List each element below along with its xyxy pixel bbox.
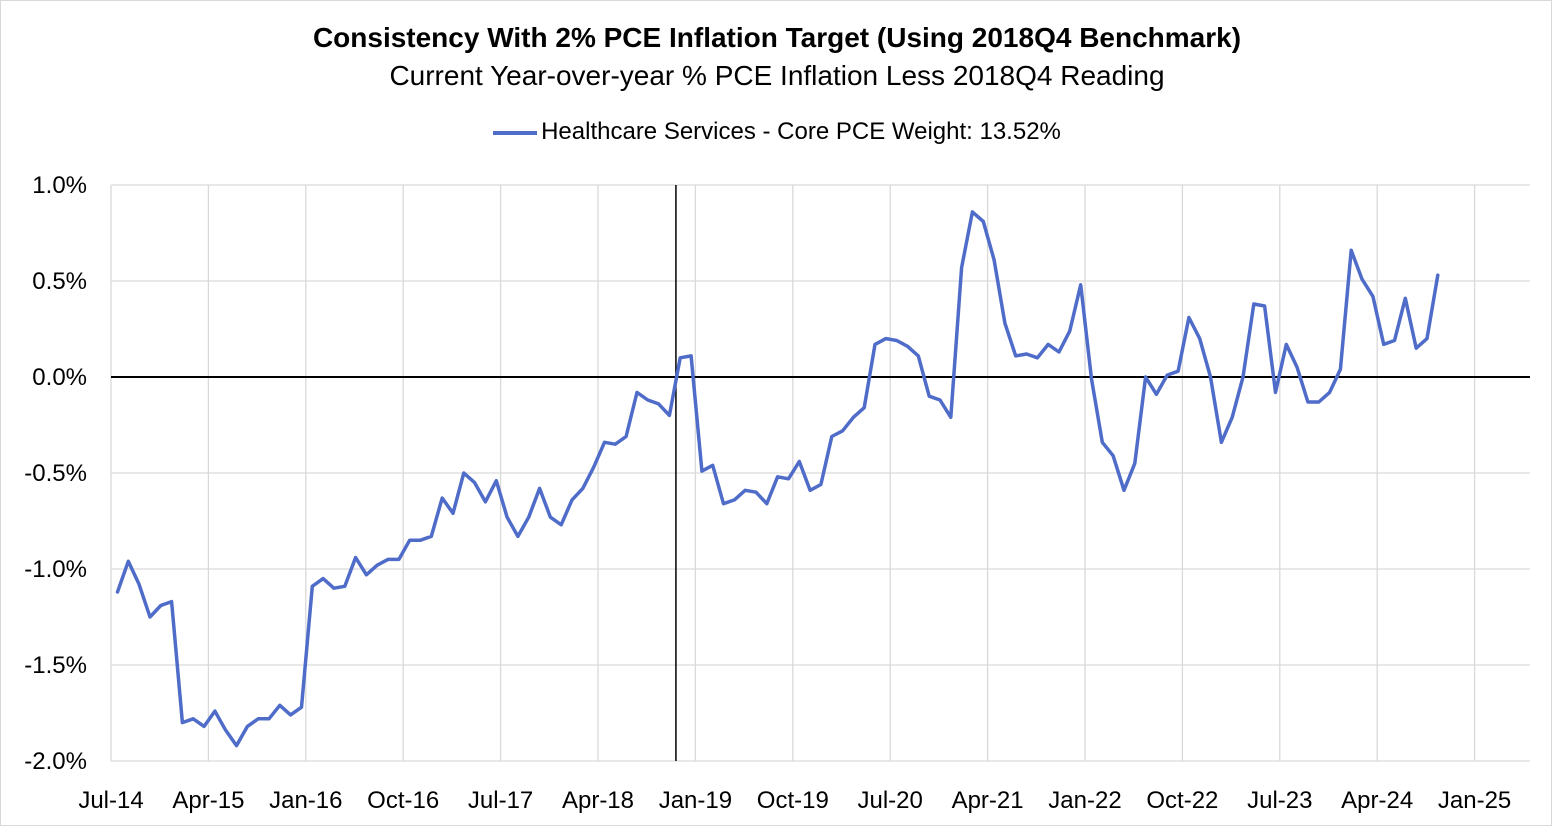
x-tick-label: Jan-25 [1438, 787, 1511, 814]
chart-title: Consistency With 2% PCE Inflation Target… [312, 22, 1242, 53]
x-tick-label: Jul-23 [1247, 787, 1312, 814]
x-tick-label: Oct-22 [1146, 787, 1218, 814]
y-tick-label: 0.5% [32, 268, 87, 295]
series-line-healthcare-services [115, 210, 1440, 748]
x-tick-label: Oct-19 [757, 787, 829, 814]
x-tick-label: Jul-17 [468, 787, 533, 814]
y-tick-label: 0.0% [32, 364, 87, 391]
legend: Healthcare Services - Core PCE Weight: 1… [0, 118, 1554, 146]
legend-swatch [493, 130, 538, 135]
x-tick-label: Jan-22 [1048, 787, 1121, 814]
chart-subtitle: Current Year-over-year % PCE Inflation L… [389, 60, 1165, 91]
x-tick-label: Apr-18 [562, 787, 634, 814]
y-tick-label: 1.0% [32, 172, 87, 199]
x-tick-label: Oct-16 [367, 787, 439, 814]
y-tick-label: -0.5% [24, 460, 87, 487]
x-tick-label: Jan-16 [269, 787, 342, 814]
y-tick-label: -1.5% [24, 652, 87, 679]
x-tick-label: Jul-20 [858, 787, 923, 814]
x-tick-label: Jan-19 [659, 787, 732, 814]
legend-label: Healthcare Services - Core PCE Weight: 1… [541, 118, 1061, 145]
x-tick-label: Apr-24 [1341, 787, 1413, 814]
x-tick-label: Jul-14 [78, 787, 143, 814]
y-tick-label: -1.0% [24, 556, 87, 583]
x-tick-label: Apr-15 [172, 787, 244, 814]
y-tick-label: -2.0% [24, 748, 87, 775]
x-tick-label: Apr-21 [952, 787, 1024, 814]
